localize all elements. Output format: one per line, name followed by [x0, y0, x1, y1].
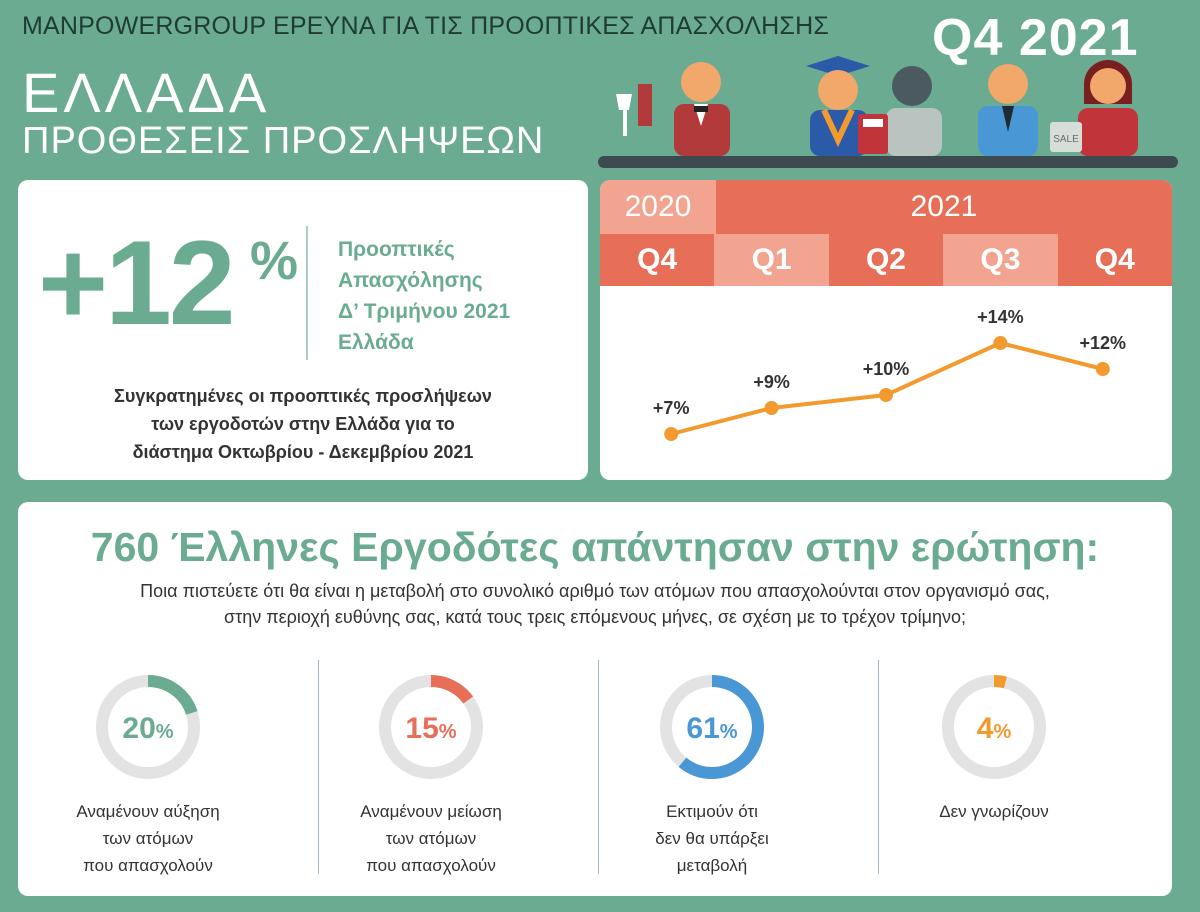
survey-card: 760 Έλληνες Εργοδότες απάντησαν στην ερώ… [18, 502, 1172, 896]
quarter-header: Q1 [714, 234, 829, 286]
donut-segment [379, 675, 483, 779]
divider [306, 226, 308, 360]
response-item: 61% Εκτιμούν ότι δεν θα υπάρξει μεταβολή [582, 662, 842, 892]
headline-value: +12 [38, 216, 236, 350]
headline-percent-sign: % [250, 231, 299, 291]
data-point [764, 401, 779, 415]
survey-title: MANPOWERGROUP ΕΡΕΥΝΑ ΓΙΑ ΤΙΣ ΠΡΟΟΠΤΙΚΕΣ … [22, 12, 829, 40]
donut-segment [660, 675, 764, 779]
data-label: +9% [753, 372, 790, 392]
donut-label: Αναμένουν αύξηση των ατόμων που απασχολούν [18, 798, 278, 879]
calculator-figure [858, 66, 942, 156]
donut-chart [660, 675, 764, 779]
quarter-header: Q4 [600, 234, 715, 286]
summary-text: Συγκρατημένες οι προοπτικές προσλήψεων τ… [38, 382, 568, 466]
outlook-label-line: Προοπτικές [338, 238, 455, 261]
donut-value: 61% [582, 712, 842, 746]
survey-title-heading: 760 Έλληνες Εργοδότες απάντησαν στην ερώ… [90, 524, 1100, 570]
donut-chart [96, 675, 200, 779]
donut-number: 15 [405, 712, 439, 745]
data-label: +10% [863, 359, 910, 379]
donut-percent-sign: % [993, 721, 1012, 743]
column-divider [318, 660, 319, 874]
donut-number: 4 [976, 712, 994, 745]
donut-chart [379, 675, 483, 779]
country-title: ΕΛΛΑΔΑ [22, 61, 271, 124]
summary-line: των εργοδοτών στην Ελλάδα για το [151, 414, 455, 434]
data-point [664, 427, 679, 441]
data-point [1095, 362, 1110, 376]
donut-percent-sign: % [438, 721, 457, 743]
donut-segment [96, 675, 200, 779]
donut-value: 20% [18, 712, 278, 746]
data-label: +7% [653, 398, 690, 418]
sale-tag: SALE [1053, 134, 1079, 145]
donut-label-line: Αναμένουν αύξηση [76, 802, 220, 821]
outlook-label-line: Δ’ Τριμήνου 2021 [338, 300, 511, 323]
quarter-label: Q4 2021 [932, 9, 1139, 67]
donut-label-line: των ατόμων [385, 829, 477, 848]
donut-label-line: των ατόμων [102, 829, 194, 848]
response-item: 20% Αναμένουν αύξηση των ατόμων που απασχολ… [18, 662, 278, 892]
donut-value: 15% [301, 712, 561, 746]
quarter-header: Q4 [1057, 234, 1172, 286]
donut-label-line: που απασχολούν [366, 856, 496, 875]
donut-label-line: Εκτιμούν ότι [666, 802, 758, 821]
shop-assistant-figure: SALE [1050, 60, 1138, 156]
donut-label-line: δεν θα υπάρξει [655, 829, 769, 848]
summary-line: Συγκρατημένες οι προοπτικές προσλήψεων [114, 386, 492, 406]
headline-card: +12 % Προοπτικές Απασχόλησης Δ’ Τριμήνου… [18, 180, 588, 480]
data-label: +12% [1080, 333, 1127, 353]
waiter-figure [616, 62, 730, 156]
graduate-figure [806, 56, 870, 156]
donut-label-line: Αναμένουν μείωση [360, 802, 502, 821]
workers-illustration: SALE [598, 56, 1178, 168]
data-point [879, 388, 893, 402]
outlook-label-line: Απασχόλησης [338, 269, 483, 292]
column-divider [598, 660, 599, 874]
donut-label: Δεν γνωρίζουν [864, 798, 1124, 825]
year-header-2021: 2021 [716, 180, 1172, 234]
trend-chart-card: 2020 2021 Q4 Q1 Q2 Q3 Q4 +7% +9% +10% +14% +12% [600, 180, 1172, 480]
page-subtitle: ΠΡΟΘΕΣΕΙΣ ΠΡΟΣΛΗΨΕΩΝ [22, 120, 545, 162]
summary-line: διάστημα Οκτωβρίου - Δεκεμβρίου 2021 [132, 442, 474, 462]
donut-value: 4% [864, 712, 1124, 746]
column-divider [878, 660, 879, 874]
data-point [993, 336, 1008, 350]
donut-segment [942, 675, 1046, 779]
outlook-label: Προοπτικές Απασχόλησης Δ’ Τριμήνου 2021 … [338, 234, 568, 358]
response-item: 15% Αναμένουν μείωση των ατόμων που απασχολ… [301, 662, 561, 892]
donut-label: Εκτιμούν ότι δεν θα υπάρξει μεταβολή [582, 798, 842, 879]
donut-percent-sign: % [719, 721, 738, 743]
donut-label-line: μεταβολή [676, 856, 748, 875]
donut-label-line: Δεν γνωρίζουν [939, 802, 1049, 821]
year-header-2020: 2020 [600, 180, 716, 234]
outlook-label-line: Ελλάδα [338, 331, 414, 354]
trend-line-chart: +7% +9% +10% +14% +12% [653, 307, 1127, 441]
question-line: στην περιοχή ευθύνης σας, κατά τους τρει… [223, 607, 967, 627]
donut-number: 61 [686, 712, 720, 745]
businessman-figure [978, 64, 1038, 156]
question-line: Ποια πιστεύετε ότι θα είναι η μεταβολή σ… [140, 581, 1050, 601]
donut-percent-sign: % [155, 721, 174, 743]
quarter-header: Q2 [828, 234, 944, 286]
donut-number: 20 [122, 712, 156, 745]
data-label: +14% [977, 307, 1024, 327]
donut-label-line: που απασχολούν [83, 856, 213, 875]
survey-question: Ποια πιστεύετε ότι θα είναι η μεταβολή σ… [18, 578, 1172, 630]
quarter-header: Q3 [943, 234, 1058, 286]
donut-chart [942, 675, 1046, 779]
response-item: 4% Δεν γνωρίζουν [864, 662, 1124, 892]
donut-label: Αναμένουν μείωση των ατόμων που απασχολούν [301, 798, 561, 879]
